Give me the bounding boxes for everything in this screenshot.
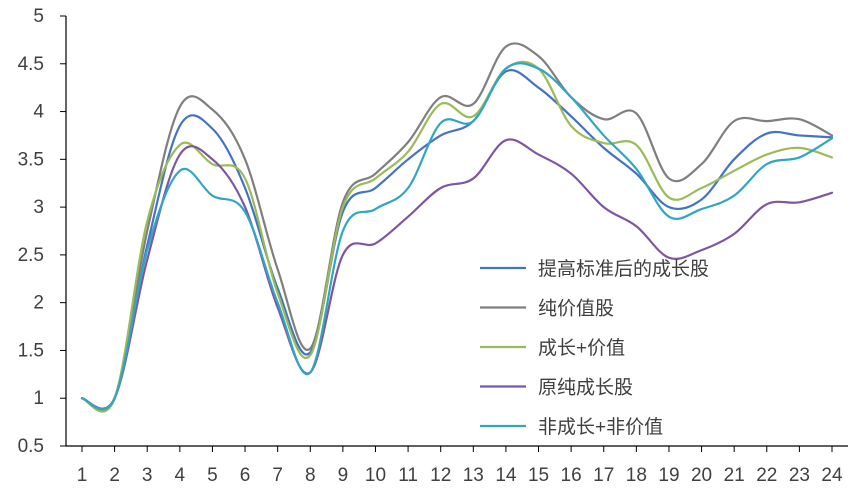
x-tick-label: 19 [658, 465, 679, 485]
legend-label: 成长+价值 [538, 337, 625, 359]
x-tick-label: 13 [463, 465, 484, 485]
legend-label: 原纯成长股 [538, 377, 633, 399]
x-tick-label: 7 [272, 465, 283, 485]
x-tick-label: 5 [207, 465, 218, 485]
x-tick-label: 17 [593, 465, 614, 485]
x-tick-label: 9 [338, 465, 349, 485]
y-tick-label: 3 [33, 197, 44, 218]
y-tick-label: 1 [33, 388, 44, 409]
y-tick-label: 0.5 [18, 436, 44, 457]
x-tick-label: 10 [365, 465, 386, 485]
y-axis-ticks: 0.5 1 1.5 2 2.5 3 3.5 4 4.5 5 [18, 6, 66, 457]
x-tick-label: 4 [175, 465, 186, 485]
y-tick-label: 2.5 [18, 245, 44, 266]
y-tick-label: 1.5 [18, 340, 44, 361]
x-tick-label: 16 [561, 465, 582, 485]
x-tick-label: 24 [821, 465, 843, 485]
series-lines [80, 42, 834, 413]
axes [65, 16, 848, 447]
legend-label: 提高标准后的成长股 [538, 258, 709, 280]
x-tick-label: 21 [724, 465, 745, 485]
x-tick-label: 12 [430, 465, 451, 485]
legend-label: 纯价值股 [538, 298, 614, 320]
x-tick-label: 3 [142, 465, 153, 485]
series-line-5 [80, 62, 834, 411]
legend-label: 非成长+非价值 [538, 416, 663, 438]
x-tick-label: 18 [626, 465, 647, 485]
x-tick-label: 23 [789, 465, 810, 485]
x-tick-label: 15 [528, 465, 549, 485]
series-line-3 [80, 60, 834, 413]
x-tick-label: 6 [240, 465, 251, 485]
y-tick-label: 2 [33, 293, 44, 314]
x-tick-label: 14 [495, 465, 517, 485]
x-tick-label: 8 [305, 465, 316, 485]
x-tick-label: 11 [398, 465, 418, 485]
y-tick-label: 5 [33, 6, 44, 27]
y-tick-label: 3.5 [18, 149, 44, 170]
x-tick-label: 22 [756, 465, 777, 485]
series-line-4 [80, 138, 834, 410]
x-tick-label: 1 [77, 465, 88, 485]
y-tick-label: 4 [33, 102, 44, 123]
x-axis-ticks: 1 2 3 4 5 6 7 8 9 10 11 12 13 14 15 16 17 18 19 20 21 22 23 24 [77, 446, 843, 486]
x-tick-label: 2 [109, 465, 120, 485]
series-line-2 [80, 42, 834, 412]
x-tick-label: 20 [691, 465, 712, 485]
y-tick-label: 4.5 [18, 54, 44, 75]
series-line-1 [80, 69, 834, 411]
